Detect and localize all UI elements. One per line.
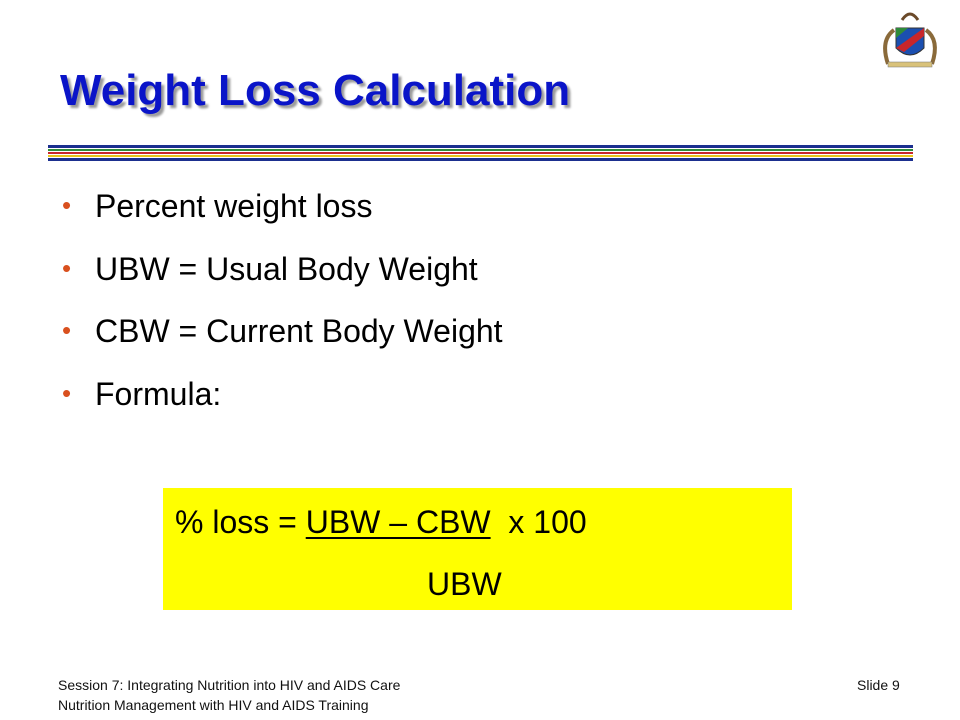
slide-number: Slide 9 <box>857 677 900 693</box>
formula-line: % loss = UBW – CBW x 100 <box>175 504 587 541</box>
formula-suffix: x 100 <box>490 504 587 540</box>
bullet: • UBW = Usual Body Weight <box>62 251 478 287</box>
bullet-text: CBW = Current Body Weight <box>95 313 503 349</box>
bullet: • Percent weight loss <box>62 188 373 224</box>
bullet: • CBW = Current Body Weight <box>62 313 503 349</box>
divider-stripes <box>48 145 913 161</box>
coat-of-arms <box>883 12 937 68</box>
formula-denominator: UBW <box>427 566 502 602</box>
formula-numerator: UBW – CBW <box>305 504 491 540</box>
footer-line: Session 7: Integrating Nutrition into HI… <box>58 677 401 693</box>
slide-title: Weight Loss Calculation <box>60 66 571 115</box>
formula-box: % loss = UBW – CBW x 100 UBW <box>163 488 792 610</box>
bullet-text: Formula: <box>95 376 222 412</box>
bullet: • Formula: <box>62 376 222 412</box>
formula-prefix: % loss = <box>175 504 306 540</box>
bullet-text: Percent weight loss <box>95 188 373 224</box>
footer-line: Nutrition Management with HIV and AIDS T… <box>58 697 369 713</box>
bullet-text: UBW = Usual Body Weight <box>95 251 478 287</box>
